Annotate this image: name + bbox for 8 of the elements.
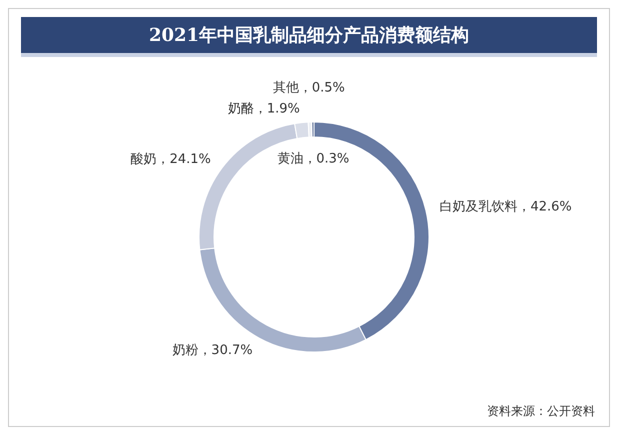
slice-label: 酸奶，24.1% xyxy=(130,152,211,167)
chart-title: 2021年中国乳制品细分产品消费额结构 xyxy=(21,17,597,57)
text: 资料来源：公开资料 xyxy=(487,403,595,420)
slice-label: 黄油，0.3% xyxy=(277,152,350,167)
slice-label: 其他，0.5% xyxy=(272,80,345,96)
slice-label: 白奶及乳饮料，42.6% xyxy=(439,200,572,215)
slice-label: 奶酪，1.9% xyxy=(228,101,300,116)
slice-label: 奶粉，30.7% xyxy=(172,342,253,358)
